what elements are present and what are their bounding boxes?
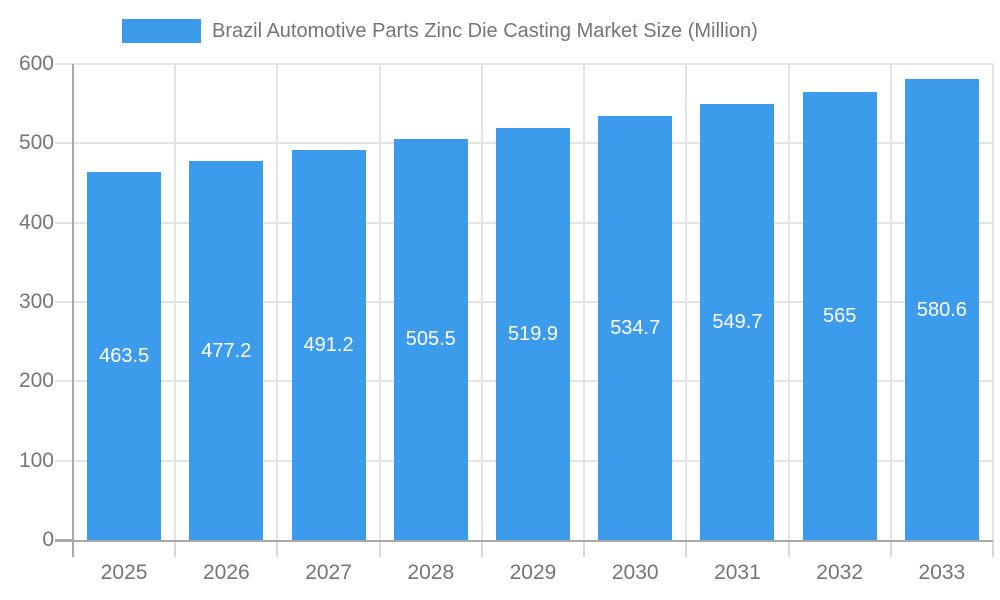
- bar-value-label: 491.2: [303, 334, 354, 357]
- x-axis-label: 2033: [918, 561, 966, 584]
- bar-value-label: 534.7: [610, 316, 661, 339]
- y-axis-tick: [55, 301, 73, 303]
- y-axis-tick-label: 400: [18, 210, 54, 234]
- x-axis-tick: [480, 540, 483, 557]
- bar-2027[interactable]: [291, 150, 366, 541]
- x-axis-line: [55, 540, 993, 542]
- bar-2032[interactable]: [802, 91, 877, 541]
- bar-2026[interactable]: [189, 161, 264, 541]
- x-axis-label: 2031: [714, 561, 761, 584]
- y-axis-tick-label: 100: [18, 448, 54, 472]
- bar-2028[interactable]: [393, 138, 468, 541]
- x-boundary-gridline: [378, 64, 381, 540]
- x-axis-tick: [889, 540, 892, 557]
- y-axis-line: [72, 64, 74, 557]
- bar-value-label: 477.2: [201, 339, 252, 362]
- bar-value-label: 549.7: [712, 310, 763, 333]
- bar-value-label: 505.5: [405, 328, 456, 351]
- x-boundary-gridline: [992, 64, 994, 540]
- x-axis-label: 2028: [407, 561, 455, 584]
- legend-item[interactable]: Brazil Automotive Parts Zinc Die Casting…: [122, 19, 758, 43]
- legend-label: Brazil Automotive Parts Zinc Die Casting…: [212, 20, 758, 42]
- x-axis-tick: [787, 540, 790, 557]
- x-boundary-gridline: [685, 64, 688, 540]
- x-axis-tick: [992, 540, 994, 557]
- x-axis-label: 2027: [305, 561, 352, 584]
- bar-value-label: 463.5: [99, 345, 150, 368]
- x-axis-tick: [685, 540, 688, 557]
- bar-2030[interactable]: [598, 115, 673, 541]
- bar-2029[interactable]: [496, 127, 570, 541]
- legend-swatch: [122, 19, 201, 43]
- x-axis-label: 2029: [509, 561, 557, 584]
- y-gridline: [73, 63, 993, 65]
- bar-value-label: 580.6: [916, 298, 967, 321]
- x-axis-tick: [276, 540, 279, 557]
- x-boundary-gridline: [276, 64, 279, 540]
- y-axis-tick: [55, 459, 73, 462]
- y-axis-tick-label: 500: [18, 131, 54, 155]
- bar-value-label: 565: [822, 304, 857, 327]
- y-axis-tick-label: 600: [18, 52, 54, 75]
- x-axis-tick: [583, 540, 586, 557]
- x-boundary-gridline: [480, 64, 483, 540]
- bar-2033[interactable]: [904, 79, 979, 541]
- x-boundary-gridline: [583, 64, 586, 540]
- x-axis-label: 2032: [816, 561, 864, 584]
- x-axis-label: 2025: [100, 561, 148, 584]
- x-boundary-gridline: [889, 64, 892, 540]
- x-axis-tick: [174, 540, 177, 557]
- y-axis-tick: [55, 380, 73, 383]
- x-boundary-gridline: [174, 64, 177, 540]
- x-axis-tick: [378, 540, 381, 557]
- x-axis-label: 2026: [202, 561, 250, 584]
- bar-2025[interactable]: [87, 172, 162, 541]
- x-boundary-gridline: [787, 64, 790, 540]
- x-axis-label: 2030: [611, 561, 659, 584]
- bar-value-label: 519.9: [507, 322, 559, 345]
- y-axis-tick-label: 200: [18, 369, 54, 393]
- y-axis-tick-label: 0: [42, 528, 54, 551]
- y-axis-tick: [55, 63, 73, 65]
- bar-2031[interactable]: [700, 103, 775, 541]
- y-axis-tick: [55, 142, 73, 145]
- y-axis-tick: [55, 221, 73, 224]
- y-axis-tick-label: 300: [18, 290, 54, 313]
